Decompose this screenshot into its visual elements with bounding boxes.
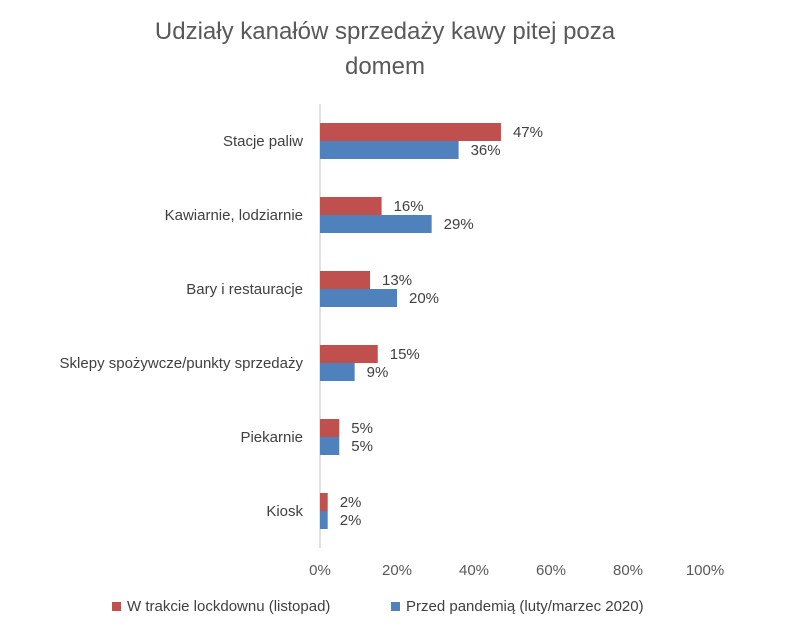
chart-title-line-1: Udziały kanałów sprzedaży kawy pitej poz… <box>154 18 616 45</box>
bar-pre-pandemic <box>320 215 432 233</box>
bar-pre-pandemic <box>320 437 340 455</box>
category-label: Kiosk <box>266 503 303 520</box>
bar-pre-pandemic <box>320 511 328 529</box>
bar-pre-pandemic <box>320 141 459 159</box>
data-label: 2% <box>340 494 362 511</box>
legend-swatch-lockdown <box>112 602 121 611</box>
category-label: Stacje paliw <box>223 133 303 150</box>
bar-lockdown <box>320 197 382 215</box>
data-label: 5% <box>351 438 373 455</box>
bar-lockdown <box>320 345 378 363</box>
data-label: 36% <box>471 142 501 159</box>
data-label: 13% <box>382 272 412 289</box>
category-label: Bary i restauracje <box>186 281 303 298</box>
data-label: 20% <box>409 290 439 307</box>
bar-pre-pandemic <box>320 363 355 381</box>
data-label: 5% <box>351 420 373 437</box>
category-label: Sklepy spożywcze/punkty sprzedaży <box>60 355 304 372</box>
x-tick-label: 60% <box>536 562 566 579</box>
legend-label: W trakcie lockdownu (listopad) <box>127 598 330 615</box>
x-tick-label: 100% <box>686 562 724 579</box>
legend-label: Przed pandemią (luty/marzec 2020) <box>406 598 644 615</box>
legend-swatch-pre-pandemic <box>391 602 400 611</box>
data-label: 29% <box>444 216 474 233</box>
data-label: 47% <box>513 124 543 141</box>
data-label: 9% <box>367 364 389 381</box>
data-label: 15% <box>390 346 420 363</box>
category-label: Kawiarnie, lodziarnie <box>165 207 303 224</box>
x-tick-label: 80% <box>613 562 643 579</box>
data-label: 16% <box>394 198 424 215</box>
bar-pre-pandemic <box>320 289 397 307</box>
chart-title: Udziały kanałów sprzedaży kawy pitej poz… <box>95 14 675 84</box>
bar-lockdown <box>320 493 328 511</box>
category-label: Piekarnie <box>240 429 303 446</box>
x-tick-label: 20% <box>382 562 412 579</box>
bar-lockdown <box>320 123 501 141</box>
x-tick-label: 0% <box>309 562 331 579</box>
bar-lockdown <box>320 419 340 437</box>
bar-lockdown <box>320 271 371 289</box>
data-label: 2% <box>340 512 362 529</box>
chart-title-line-2: domem <box>344 53 426 80</box>
x-tick-label: 40% <box>459 562 489 579</box>
